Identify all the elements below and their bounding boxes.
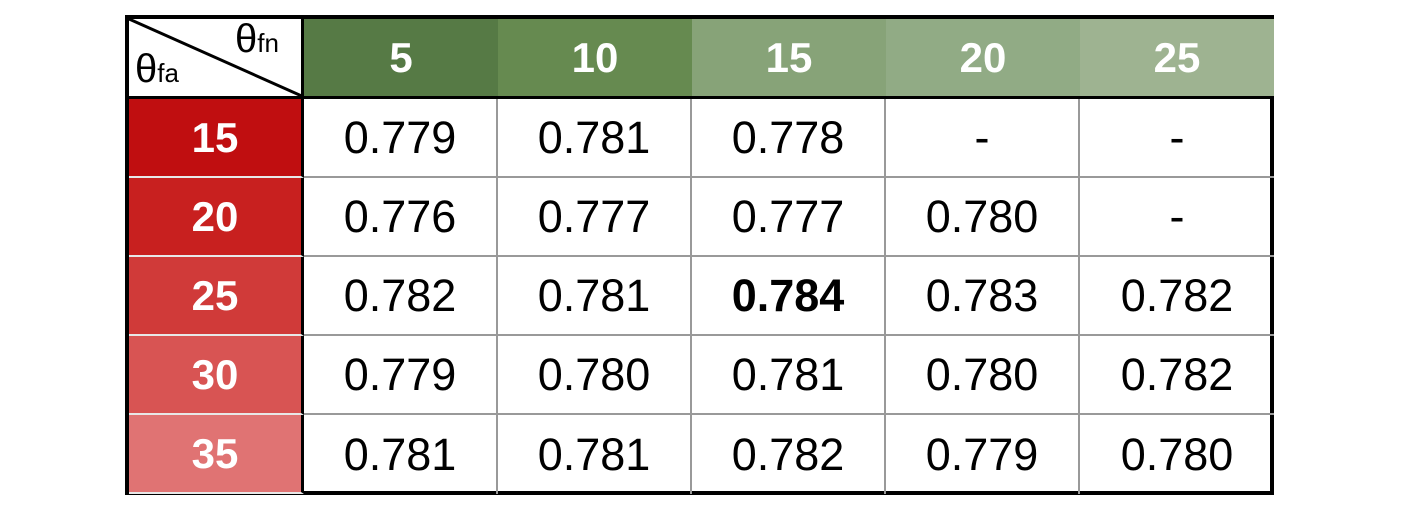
data-cell: 0.780: [886, 336, 1080, 415]
data-cell: 0.777: [692, 178, 886, 257]
row-header: 35: [129, 415, 304, 494]
data-cell: 0.781: [498, 415, 692, 494]
col-axis-label: θfn: [235, 17, 279, 62]
data-cell: 0.779: [886, 415, 1080, 494]
symbol: θ: [235, 17, 258, 61]
data-cell: -: [886, 99, 1080, 178]
data-cell: 0.780: [498, 336, 692, 415]
data-cell: 0.783: [886, 257, 1080, 336]
data-cell: 0.784: [692, 257, 886, 336]
data-cell: 0.779: [304, 99, 498, 178]
row-header: 20: [129, 178, 304, 257]
data-cell: 0.776: [304, 178, 498, 257]
data-cell: 0.781: [304, 415, 498, 494]
corner-cell: θfa θfn: [129, 17, 304, 99]
data-cell: 0.782: [304, 257, 498, 336]
data-cell: 0.781: [692, 336, 886, 415]
row-header: 30: [129, 336, 304, 415]
data-cell: 0.780: [1120, 428, 1234, 480]
data-cell: 0.782: [1080, 336, 1274, 415]
data-cell: 0.781: [498, 257, 692, 336]
data-cell: -: [1080, 178, 1274, 257]
data-cell: 0.782: [692, 415, 886, 494]
column-header: 20: [886, 19, 1080, 99]
data-cell: -: [1080, 99, 1274, 178]
row-axis-label: θfa: [135, 47, 179, 92]
data-cell: 0.778: [692, 99, 886, 178]
table: θfa θfn 5 10 15 20 25 15 0.779 0.781 0.778- -20 0.…: [125, 15, 1274, 495]
subscript: fa: [157, 58, 179, 88]
column-header: 25: [1080, 19, 1274, 99]
data-cell: 0.779: [304, 336, 498, 415]
data-cell: 0.777: [498, 178, 692, 257]
data-cell: 0.780: [886, 178, 1080, 257]
column-header: 5: [304, 19, 498, 99]
column-header: 15: [692, 19, 886, 99]
subscript: fn: [257, 28, 279, 58]
column-header: 10: [498, 19, 692, 99]
data-cell: 0.781: [498, 99, 692, 178]
row-header: 25: [129, 257, 304, 336]
row-header: 15: [129, 99, 304, 178]
diagonal: [129, 19, 304, 99]
symbol: θ: [135, 47, 158, 91]
data-cell: 0.782: [1080, 257, 1274, 336]
